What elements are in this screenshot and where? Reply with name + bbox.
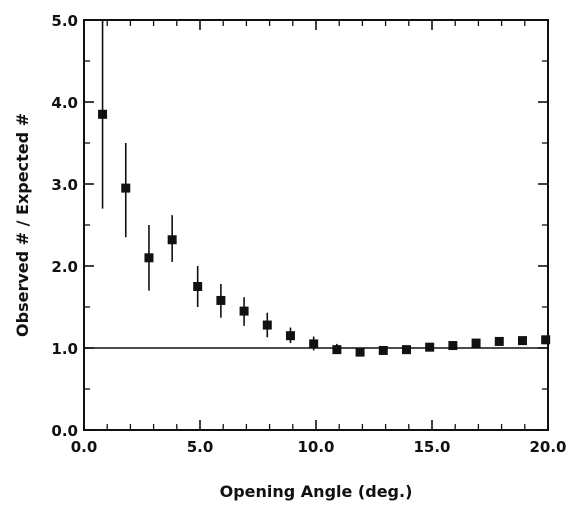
y-axis-title: Observed # / Expected # — [13, 113, 32, 337]
data-point — [379, 346, 388, 355]
plot-frame — [84, 20, 548, 430]
data-point — [425, 343, 434, 352]
data-point — [495, 337, 504, 346]
data-point — [448, 341, 457, 350]
y-tick-label: 0.0 — [51, 422, 78, 440]
data-point — [168, 235, 177, 244]
data-point — [356, 348, 365, 357]
data-points — [98, 20, 550, 357]
data-point — [541, 335, 550, 344]
y-tick-label: 2.0 — [51, 258, 78, 276]
axis-ticks: 0.0 5.0 10.0 15.0 20.0 0.0 1.0 2.0 3.0 4.0 5.0 — [51, 12, 566, 456]
data-point — [263, 321, 272, 330]
data-point — [332, 345, 341, 354]
y-tick-label: 5.0 — [51, 12, 78, 30]
data-point — [98, 110, 107, 119]
x-tick-label: 10.0 — [297, 438, 334, 456]
data-point — [286, 331, 295, 340]
data-point — [193, 282, 202, 291]
data-point — [402, 345, 411, 354]
x-axis-title: Opening Angle (deg.) — [220, 482, 413, 501]
x-tick-label: 20.0 — [529, 438, 566, 456]
y-tick-label: 4.0 — [51, 94, 78, 112]
data-point — [472, 339, 481, 348]
data-point — [121, 184, 130, 193]
x-tick-label: 0.0 — [71, 438, 98, 456]
y-tick-label: 1.0 — [51, 340, 78, 358]
data-point — [216, 296, 225, 305]
data-point — [518, 336, 527, 345]
data-point — [144, 253, 153, 262]
data-point — [240, 307, 249, 316]
x-tick-label: 15.0 — [413, 438, 450, 456]
y-tick-label: 3.0 — [51, 176, 78, 194]
x-tick-label: 5.0 — [187, 438, 214, 456]
data-point — [309, 339, 318, 348]
